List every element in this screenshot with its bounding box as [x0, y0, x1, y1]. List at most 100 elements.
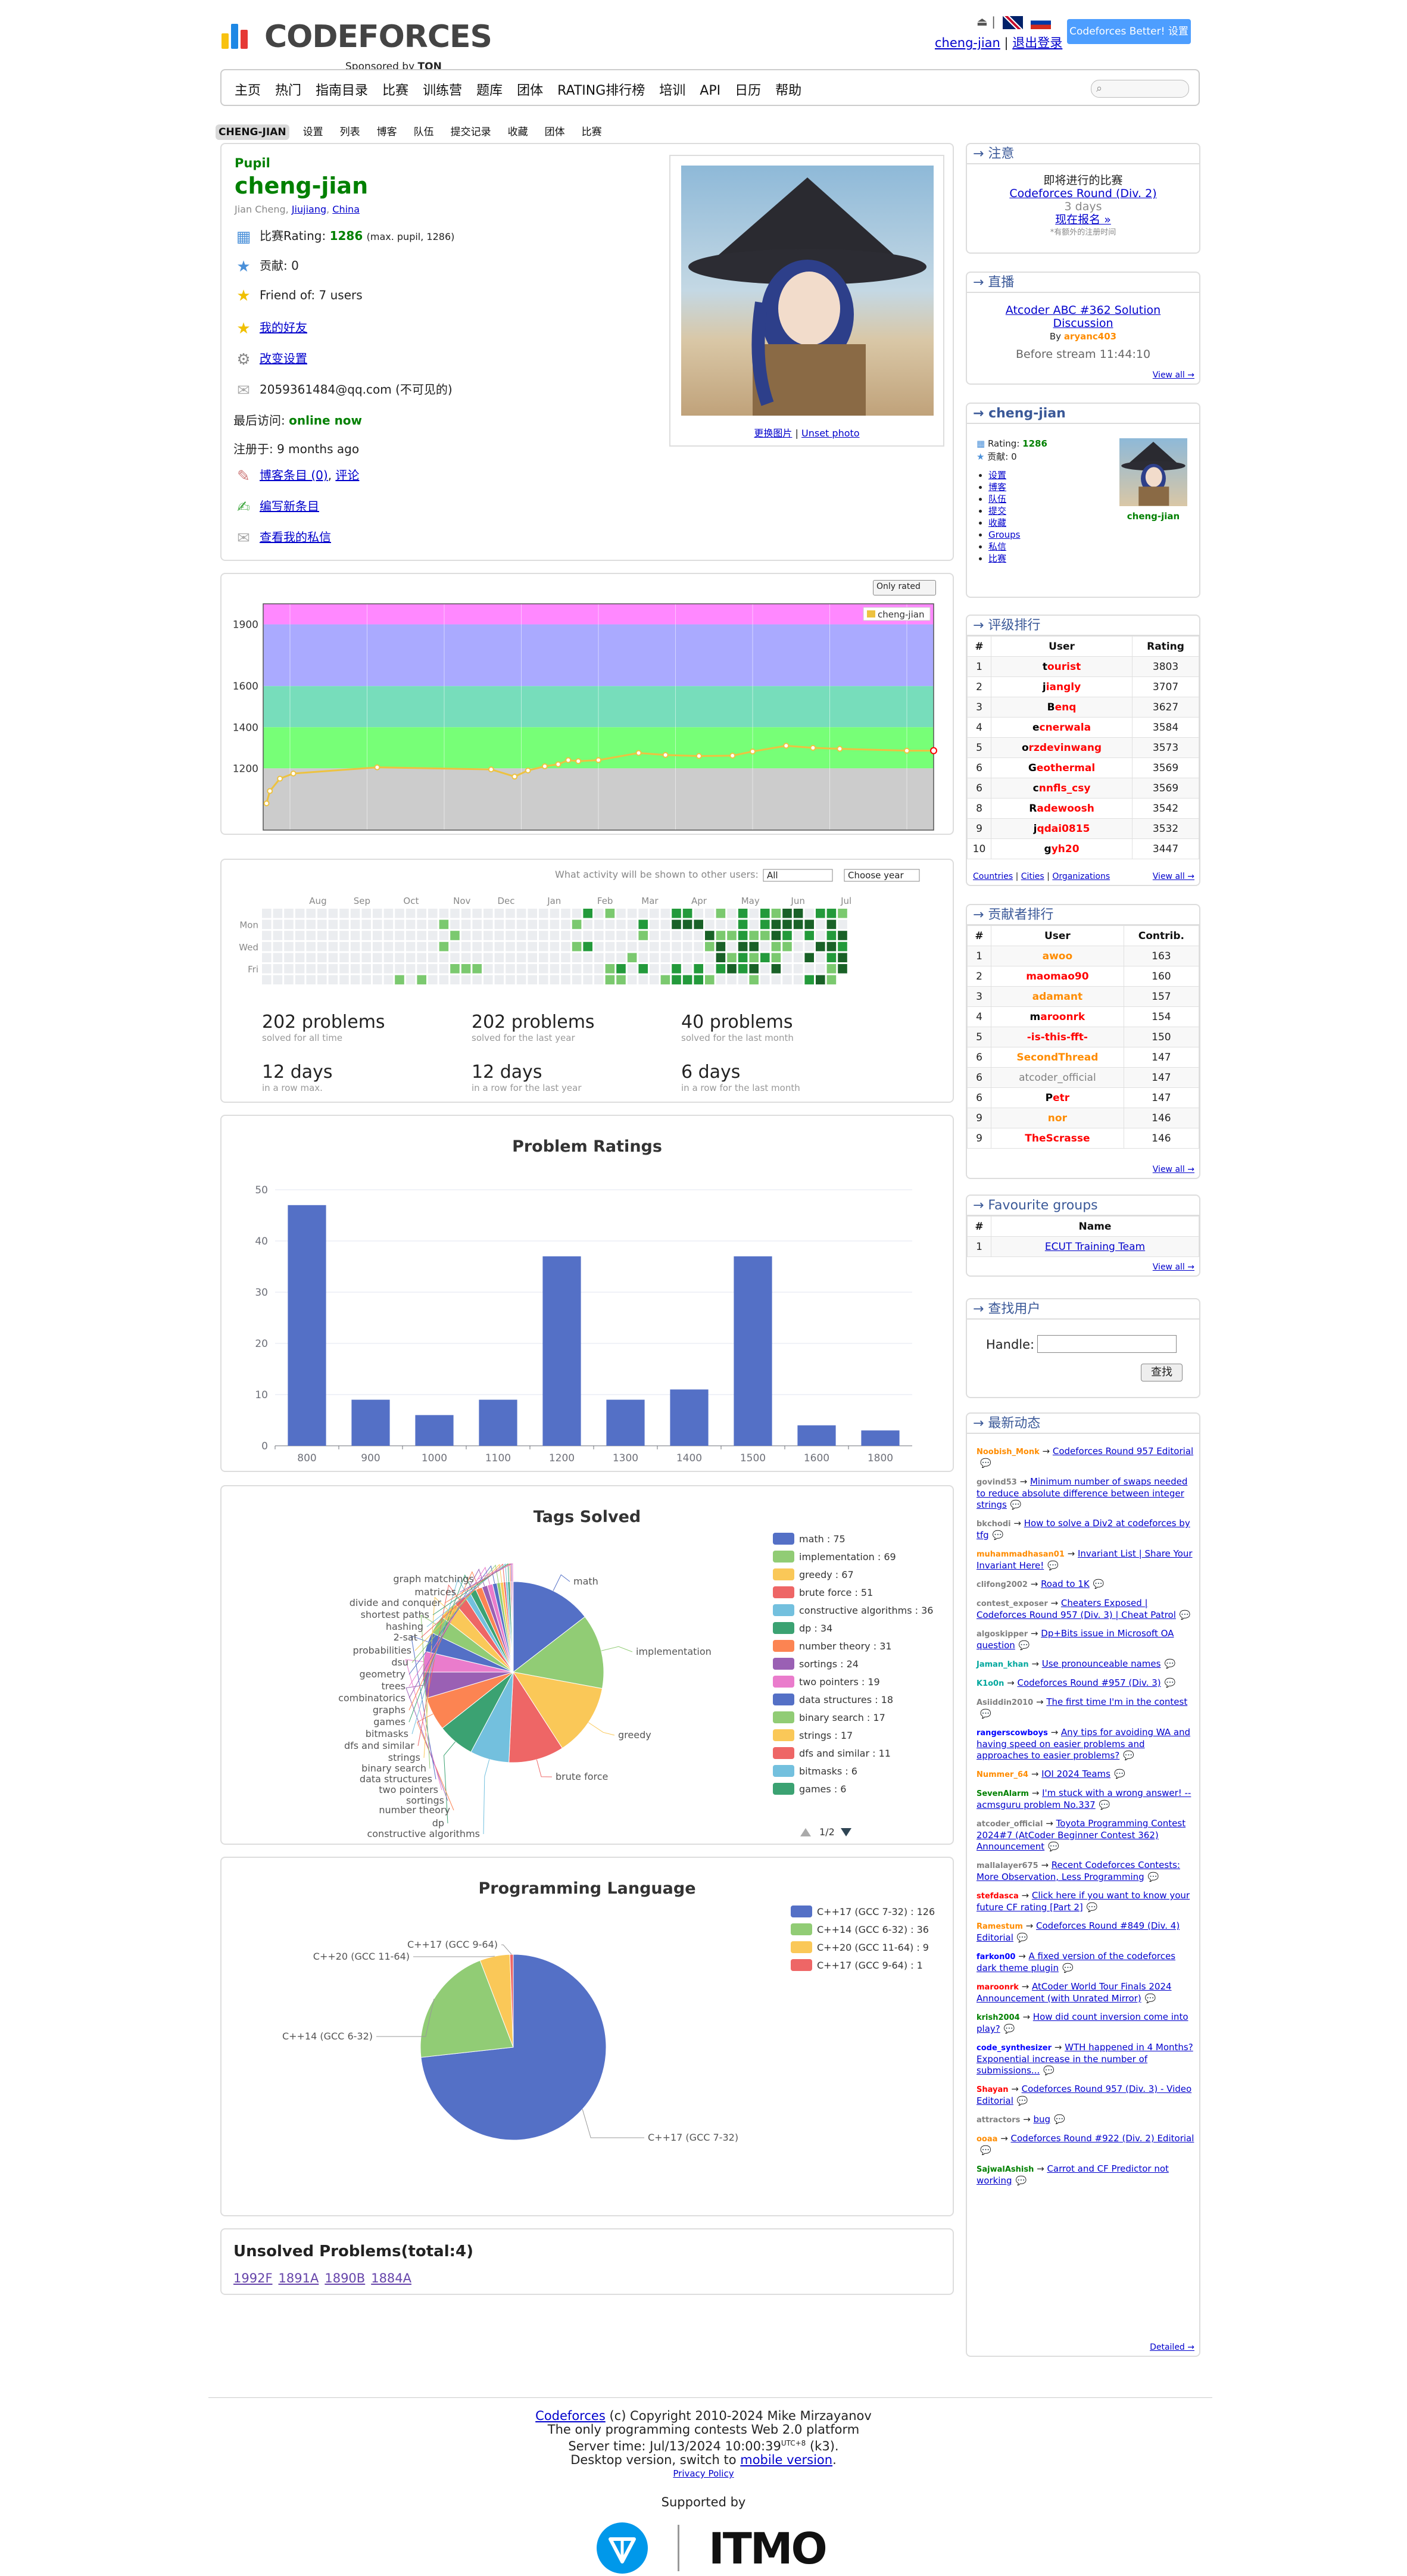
activity-cell[interactable] [450, 919, 460, 930]
activity-cell[interactable] [417, 919, 426, 930]
menu-item-0[interactable]: 主页 [235, 83, 261, 98]
activity-cell[interactable] [616, 953, 626, 962]
activity-cell[interactable] [826, 919, 837, 930]
activity-cell[interactable] [594, 919, 604, 930]
activity-cell[interactable] [339, 909, 349, 918]
activity-cell[interactable] [494, 919, 504, 930]
recent-action-author[interactable]: contest_exposer [977, 1599, 1048, 1608]
recent-action-author[interactable]: Ramestum [977, 1922, 1023, 1931]
activity-cell[interactable] [793, 931, 803, 940]
activity-cell[interactable] [483, 941, 493, 952]
rating-point[interactable] [555, 761, 561, 768]
table-cell[interactable]: maroonrk [991, 1006, 1124, 1027]
activity-cell[interactable] [771, 919, 781, 930]
activity-cell[interactable] [317, 953, 327, 962]
activity-cell[interactable] [583, 931, 592, 940]
activity-cell[interactable] [572, 964, 582, 974]
activity-cell[interactable] [561, 919, 570, 930]
activity-cell[interactable] [472, 953, 482, 962]
recent-action-author[interactable]: krish2004 [977, 2013, 1020, 2022]
activity-cell[interactable] [572, 975, 582, 985]
activity-cell[interactable] [705, 941, 715, 952]
my-friends-link[interactable]: 我的好友 [260, 320, 307, 335]
top-rated-footer-link[interactable]: Cities [1021, 872, 1044, 881]
recent-action-link[interactable]: Cheaters Exposed | Codeforces Round 957 … [977, 1598, 1176, 1620]
recent-action-author[interactable]: Shayan [977, 2085, 1009, 2094]
activity-cell[interactable] [672, 953, 681, 962]
activity-cell[interactable] [284, 964, 294, 974]
table-cell[interactable]: maomao90 [991, 966, 1124, 987]
activity-cell[interactable] [306, 909, 316, 918]
bar[interactable] [734, 1256, 772, 1446]
activity-cell[interactable] [826, 909, 837, 918]
activity-cell[interactable] [483, 975, 493, 985]
user-box-link[interactable]: Groups [988, 529, 1021, 540]
activity-cell[interactable] [516, 931, 526, 940]
activity-cell[interactable] [694, 931, 703, 940]
activity-cell[interactable] [782, 909, 792, 918]
activity-cell[interactable] [738, 931, 748, 940]
activity-cell[interactable] [616, 919, 626, 930]
activity-cell[interactable] [295, 975, 305, 985]
activity-cell[interactable] [816, 931, 825, 940]
activity-cell[interactable] [339, 964, 349, 974]
activity-cell[interactable] [439, 975, 449, 985]
activity-cell[interactable] [760, 909, 770, 918]
recent-action-author[interactable]: Nummer_64 [977, 1770, 1029, 1779]
activity-cell[interactable] [395, 919, 404, 930]
bar[interactable] [288, 1205, 326, 1446]
activity-cell[interactable] [273, 975, 283, 985]
recent-action-link[interactable]: Dp+Bits issue in Microsoft OA question [977, 1628, 1174, 1651]
unsolved-problem-link[interactable]: 1890B [325, 2271, 366, 2285]
legend-label[interactable]: C++20 (GCC 11-64) : 9 [817, 1942, 929, 1953]
activity-cell[interactable] [317, 941, 327, 952]
bar[interactable] [351, 1399, 390, 1446]
legend-label[interactable]: binary search : 17 [799, 1712, 885, 1723]
menu-item-11[interactable]: 帮助 [775, 83, 802, 98]
activity-cell[interactable] [727, 941, 737, 952]
activity-cell[interactable] [771, 941, 781, 952]
activity-cell[interactable] [638, 909, 648, 918]
activity-cell[interactable] [738, 975, 748, 985]
activity-cell[interactable] [572, 919, 582, 930]
table-cell[interactable]: awoo [991, 946, 1124, 966]
activity-cell[interactable] [273, 931, 283, 940]
legend-label[interactable]: dp : 34 [799, 1623, 832, 1634]
activity-cell[interactable] [782, 931, 792, 940]
recent-action-link[interactable]: How to solve a Div2 at codeforces by tfg [977, 1518, 1190, 1540]
activity-cell[interactable] [361, 953, 371, 962]
activity-cell[interactable] [694, 919, 703, 930]
recent-action-link[interactable]: Click here if you want to know your futu… [977, 1890, 1190, 1913]
top-contrib-view-all-link[interactable]: View all → [1152, 1165, 1194, 1174]
recent-action-link[interactable]: IOI 2024 Teams [1041, 1769, 1110, 1779]
table-cell[interactable]: Geothermal [990, 757, 1133, 778]
rating-point[interactable] [695, 753, 702, 759]
activity-cell[interactable] [273, 909, 283, 918]
activity-cell[interactable] [627, 964, 637, 974]
activity-cell[interactable] [771, 953, 781, 962]
bar[interactable] [415, 1415, 454, 1446]
menu-item-4[interactable]: 训练营 [423, 83, 463, 98]
recent-action-author[interactable]: Jaman_khan [977, 1660, 1029, 1669]
search-input[interactable]: ⌕ [1091, 80, 1189, 98]
activity-cell[interactable] [583, 919, 592, 930]
top-rated-footer-link[interactable]: Countries [973, 872, 1013, 881]
activity-cell[interactable] [273, 953, 283, 962]
activity-cell[interactable] [749, 941, 759, 952]
activity-cell[interactable] [838, 919, 847, 930]
legend-label[interactable]: math : 75 [799, 1533, 846, 1545]
activity-cell[interactable] [660, 941, 670, 952]
activity-cell[interactable] [373, 931, 382, 940]
activity-cell[interactable] [694, 953, 703, 962]
activity-cell[interactable] [838, 964, 847, 974]
legend-label[interactable]: greedy : 67 [799, 1569, 854, 1580]
recent-action-link[interactable]: Carrot and CF Predictor not working [977, 2163, 1169, 2186]
legend-label[interactable]: number theory : 31 [799, 1641, 892, 1652]
table-cell[interactable]: jiangly [990, 676, 1133, 697]
rating-point[interactable] [749, 749, 756, 755]
city-link[interactable]: Jiujiang [291, 204, 327, 215]
activity-cell[interactable] [516, 909, 526, 918]
activity-cell[interactable] [306, 964, 316, 974]
activity-cell[interactable] [317, 909, 327, 918]
legend-label[interactable]: sortings : 24 [799, 1658, 859, 1670]
